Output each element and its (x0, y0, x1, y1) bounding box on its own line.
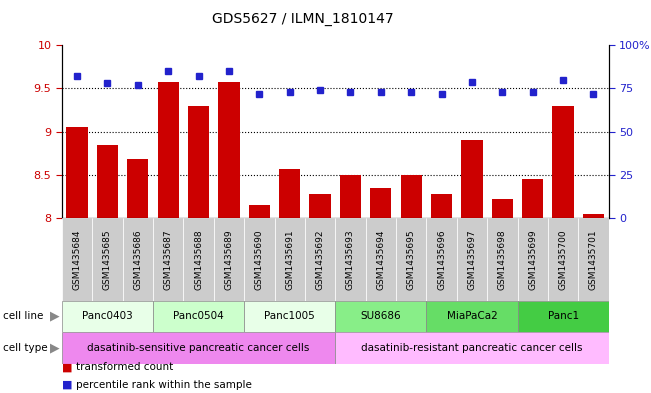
Text: ■: ■ (62, 362, 72, 373)
Bar (218, 83, 240, 218)
Text: GSM1435688: GSM1435688 (194, 229, 203, 290)
Text: GSM1435684: GSM1435684 (72, 229, 81, 290)
Bar (335, 301, 426, 332)
Text: GSM1435699: GSM1435699 (528, 229, 537, 290)
Bar (370, 188, 391, 218)
Bar (244, 218, 275, 301)
Text: GSM1435696: GSM1435696 (437, 229, 446, 290)
Text: GSM1435692: GSM1435692 (316, 229, 325, 290)
Bar (97, 145, 118, 218)
Text: ▶: ▶ (50, 341, 60, 354)
Bar (340, 175, 361, 218)
Bar (522, 179, 544, 218)
Text: percentile rank within the sample: percentile rank within the sample (76, 380, 252, 390)
Text: cell line: cell line (3, 311, 44, 321)
Text: Panc0403: Panc0403 (82, 311, 133, 321)
Bar (279, 169, 300, 218)
Text: GSM1435693: GSM1435693 (346, 229, 355, 290)
Bar (184, 218, 214, 301)
Text: SU8686: SU8686 (361, 311, 401, 321)
Text: GSM1435695: GSM1435695 (407, 229, 416, 290)
Text: GSM1435700: GSM1435700 (559, 229, 568, 290)
Text: Panc0504: Panc0504 (173, 311, 224, 321)
Text: GSM1435686: GSM1435686 (133, 229, 143, 290)
Bar (158, 83, 179, 218)
Bar (457, 218, 487, 301)
Text: dasatinib-sensitive pancreatic cancer cells: dasatinib-sensitive pancreatic cancer ce… (87, 343, 310, 353)
Text: ■: ■ (62, 380, 72, 390)
Text: GSM1435690: GSM1435690 (255, 229, 264, 290)
Bar (548, 218, 578, 301)
Bar (305, 218, 335, 301)
Text: GSM1435701: GSM1435701 (589, 229, 598, 290)
Bar (578, 218, 609, 301)
Bar (487, 218, 518, 301)
Bar (127, 159, 148, 218)
Bar (366, 218, 396, 301)
Text: GDS5627 / ILMN_1810147: GDS5627 / ILMN_1810147 (212, 12, 393, 26)
Bar (583, 214, 604, 218)
Bar (518, 301, 609, 332)
Bar (518, 218, 548, 301)
Text: MiaPaCa2: MiaPaCa2 (447, 311, 497, 321)
Bar (62, 218, 92, 301)
Text: Panc1: Panc1 (547, 311, 579, 321)
Bar (400, 175, 422, 218)
Bar (188, 106, 209, 218)
Bar (462, 140, 482, 218)
Bar (431, 194, 452, 218)
Text: GSM1435697: GSM1435697 (467, 229, 477, 290)
Bar (426, 218, 457, 301)
Bar (275, 218, 305, 301)
Bar (553, 106, 574, 218)
Text: GSM1435691: GSM1435691 (285, 229, 294, 290)
Bar (244, 301, 335, 332)
Bar (492, 199, 513, 218)
Bar (62, 301, 153, 332)
Text: GSM1435689: GSM1435689 (225, 229, 234, 290)
Text: Panc1005: Panc1005 (264, 311, 315, 321)
Text: GSM1435685: GSM1435685 (103, 229, 112, 290)
Bar (122, 218, 153, 301)
Bar (426, 301, 518, 332)
Bar (335, 218, 366, 301)
Text: ▶: ▶ (50, 310, 60, 323)
Text: GSM1435687: GSM1435687 (163, 229, 173, 290)
Text: cell type: cell type (3, 343, 48, 353)
Bar (396, 218, 426, 301)
Bar (62, 332, 335, 364)
Bar (153, 301, 244, 332)
Bar (214, 218, 244, 301)
Bar (92, 218, 122, 301)
Text: transformed count: transformed count (76, 362, 173, 373)
Bar (153, 218, 184, 301)
Text: GSM1435698: GSM1435698 (498, 229, 507, 290)
Bar (66, 127, 88, 218)
Bar (249, 205, 270, 218)
Text: GSM1435694: GSM1435694 (376, 229, 385, 290)
Text: dasatinib-resistant pancreatic cancer cells: dasatinib-resistant pancreatic cancer ce… (361, 343, 583, 353)
Bar (309, 194, 331, 218)
Bar (335, 332, 609, 364)
